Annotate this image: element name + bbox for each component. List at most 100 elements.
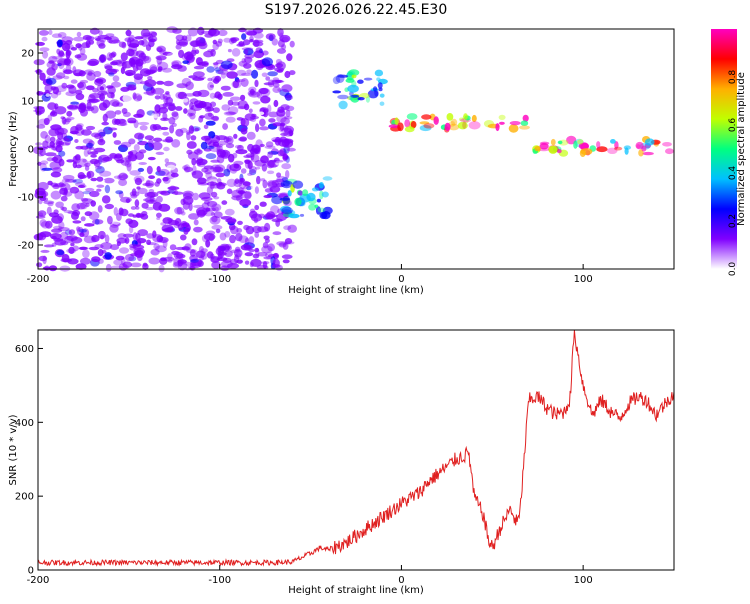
heatmap-cell	[226, 71, 238, 79]
spectrogram-x-axis-label: Height of straight line (km)	[288, 285, 424, 296]
heatmap-cell	[47, 102, 57, 110]
heatmap-cell	[160, 117, 170, 122]
heatmap-cell	[223, 168, 231, 177]
heatmap-cell	[237, 220, 243, 225]
heatmap-cell	[99, 94, 104, 100]
heatmap-cell	[36, 124, 46, 129]
heatmap-cell	[107, 57, 114, 61]
heatmap-cell	[84, 162, 91, 167]
heatmap-cell	[638, 149, 644, 157]
heatmap-cell	[74, 154, 81, 161]
snr-frame	[37, 329, 675, 571]
heatmap-cell	[244, 56, 253, 64]
heatmap-cell	[66, 159, 75, 163]
heatmap-cell	[241, 33, 247, 40]
heatmap-cell	[51, 147, 58, 151]
heatmap-cell	[188, 75, 198, 79]
heatmap-cell	[79, 232, 85, 237]
heatmap-cell	[137, 254, 143, 262]
heatmap-cell	[129, 243, 139, 249]
heatmap-cell	[285, 170, 290, 179]
heatmap-cell	[227, 106, 239, 115]
heatmap-cell	[213, 78, 220, 84]
heatmap-cell	[138, 121, 150, 126]
heatmap-cell	[105, 110, 117, 119]
heatmap-cell	[51, 235, 57, 240]
heatmap-cell	[363, 77, 373, 81]
heatmap-cell	[229, 234, 236, 244]
heatmap-cell	[87, 60, 98, 67]
heatmap-cell	[187, 27, 199, 37]
heatmap-cell	[64, 179, 77, 183]
heatmap-cell	[136, 95, 143, 101]
heatmap-cell	[122, 233, 134, 238]
heatmap-cell	[272, 231, 282, 236]
heatmap-cell	[499, 121, 505, 125]
heatmap-cell	[68, 85, 77, 94]
heatmap-cell	[162, 217, 173, 224]
heatmap-cell	[196, 207, 208, 216]
heatmap-cell	[218, 29, 228, 37]
heatmap-cell	[154, 95, 161, 100]
heatmap-cell	[124, 159, 132, 168]
heatmap-cell	[271, 179, 279, 187]
heatmap-cell	[206, 181, 218, 186]
heatmap-cell	[91, 236, 97, 243]
heatmap-cell	[147, 156, 156, 161]
heatmap-cell	[86, 101, 92, 110]
heatmap-cell	[137, 229, 148, 237]
heatmap-cell	[318, 182, 324, 189]
heatmap-cell	[181, 35, 188, 41]
heatmap-cell	[332, 76, 341, 85]
heatmap-cell	[222, 92, 234, 97]
heatmap-cell	[36, 90, 41, 96]
heatmap-cell	[130, 253, 138, 257]
heatmap-cell	[197, 260, 204, 267]
heatmap-cell	[252, 253, 260, 259]
heatmap-cell	[35, 41, 45, 46]
heatmap-cell	[177, 65, 187, 72]
heatmap-cell	[203, 200, 210, 205]
heatmap-cell	[135, 206, 140, 210]
heatmap-cell	[185, 81, 194, 90]
heatmap-cell	[419, 124, 432, 132]
heatmap-cell	[201, 167, 209, 173]
heatmap-cell	[319, 190, 324, 200]
heatmap-cell	[211, 215, 218, 223]
heatmap-cell	[133, 73, 143, 80]
heatmap-cell	[577, 139, 584, 145]
heatmap-cell	[665, 148, 674, 155]
heatmap-cell	[311, 187, 319, 192]
heatmap-cell	[308, 203, 317, 211]
heatmap-cell	[39, 72, 46, 81]
heatmap-cell	[252, 225, 262, 234]
heatmap-cell	[83, 148, 89, 157]
heatmap-cell	[71, 203, 81, 212]
heatmap-cell	[357, 97, 365, 101]
heatmap-cell	[59, 187, 68, 195]
heatmap-cell	[280, 205, 292, 213]
heatmap-cell	[89, 190, 100, 198]
heatmap-cell	[107, 127, 118, 131]
heatmap-cell	[156, 235, 164, 243]
heatmap-cell	[614, 146, 623, 151]
heatmap-cell	[249, 148, 259, 155]
heatmap-cell	[263, 235, 270, 240]
heatmap-cell	[120, 157, 130, 166]
heatmap-cell	[548, 145, 558, 154]
heatmap-cell	[539, 142, 549, 150]
heatmap-cell	[176, 83, 188, 89]
heatmap-cell	[206, 66, 215, 73]
heatmap-cell	[106, 85, 114, 89]
heatmap-cell	[94, 218, 100, 225]
heatmap-cell	[379, 93, 385, 98]
heatmap-cell	[151, 141, 163, 151]
heatmap-cell	[158, 106, 169, 114]
heatmap-cell	[47, 114, 53, 122]
heatmap-cell	[446, 113, 454, 121]
heatmap-cell	[108, 52, 116, 59]
heatmap-cell	[91, 256, 101, 263]
heatmap-cell	[221, 104, 230, 111]
heatmap-cell	[219, 232, 227, 241]
heatmap-cell	[247, 172, 253, 176]
